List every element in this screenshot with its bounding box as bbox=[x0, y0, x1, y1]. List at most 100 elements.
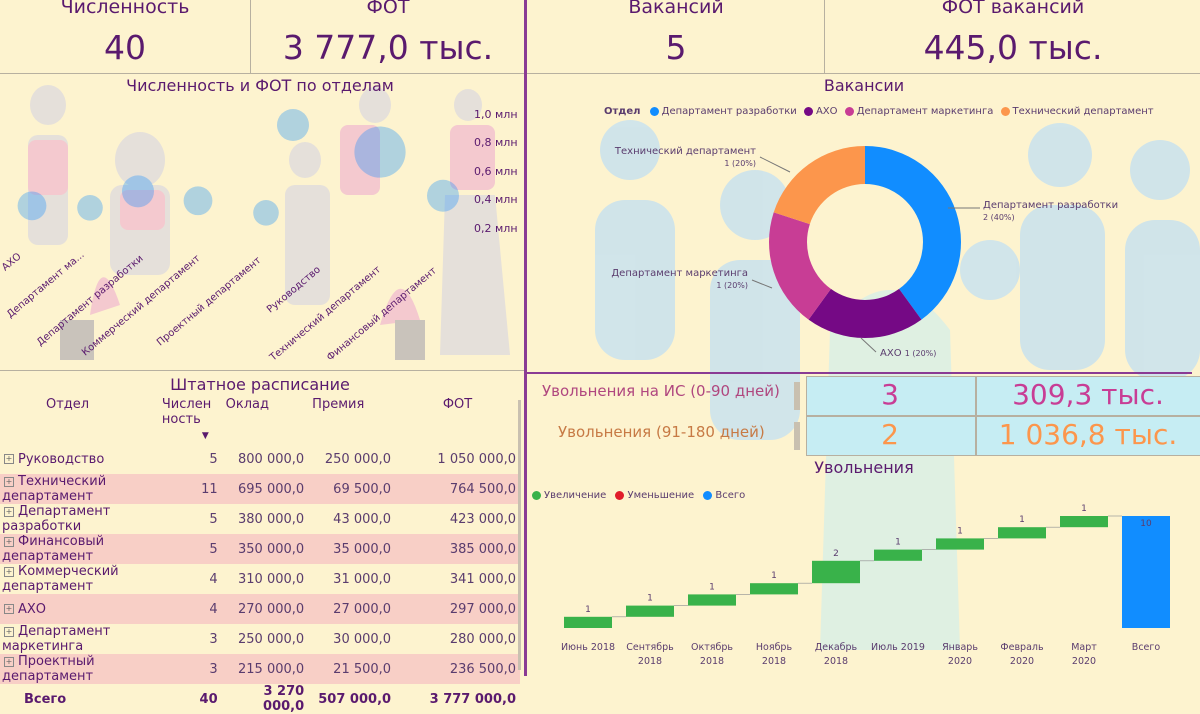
sort-desc-icon[interactable]: ▼ bbox=[201, 431, 209, 441]
waterfall-bar-8[interactable] bbox=[1060, 516, 1108, 528]
dept-cell: + Департамент разработки bbox=[0, 504, 158, 534]
expand-icon[interactable]: + bbox=[4, 656, 14, 667]
waterfall-bar-0[interactable] bbox=[564, 616, 612, 628]
table-row[interactable]: + Руководство 5 800 000,0 250 000,0 1 050 000… bbox=[0, 444, 520, 474]
bubble-4[interactable] bbox=[253, 200, 279, 226]
slice-label: Технический департамент bbox=[614, 146, 756, 157]
bubble-7[interactable] bbox=[427, 179, 459, 212]
dismissal-fot: 1 036,8 тыс. bbox=[998, 418, 1178, 451]
expand-icon[interactable]: + bbox=[4, 604, 14, 614]
expand-icon[interactable]: + bbox=[4, 506, 14, 517]
waterfall-bar-2[interactable] bbox=[688, 594, 736, 606]
bubble-1[interactable] bbox=[77, 195, 103, 221]
dept-name: Технический департамент bbox=[2, 474, 107, 504]
vacancies-label: Вакансий bbox=[628, 0, 724, 18]
slice-value: 1 (20%) bbox=[716, 281, 748, 290]
expand-icon[interactable]: + bbox=[4, 566, 14, 577]
bubble-5[interactable] bbox=[277, 109, 309, 141]
table-row[interactable]: + Проектный департамент 3 215 000,0 21 500,0… bbox=[0, 654, 520, 684]
dept-cell: + Руководство bbox=[0, 444, 158, 474]
salary-cell: 380 000,0 bbox=[238, 511, 305, 527]
bubble-6[interactable] bbox=[354, 126, 406, 178]
table-scrollbar[interactable] bbox=[518, 400, 521, 670]
table-row[interactable]: + Коммерческий департамент 4 310 000,0 31 00… bbox=[0, 564, 520, 594]
data-label: 1 bbox=[647, 594, 653, 604]
bubble-2[interactable] bbox=[122, 175, 154, 208]
col-header[interactable]: Оклад bbox=[225, 397, 269, 412]
dept-name: Департамент разработки bbox=[2, 504, 111, 534]
salary-cell: 270 000,0 bbox=[221, 594, 309, 624]
table-row[interactable]: + АХО 4 270 000,0 27 000,0 297 000,0 bbox=[0, 594, 520, 624]
expand-icon[interactable]: + bbox=[4, 536, 14, 547]
vacancies-legend: Отдел Департамент разработки АХО Департа… bbox=[604, 106, 1154, 117]
waterfall-bar-1[interactable] bbox=[626, 605, 674, 617]
donut-slice-3[interactable] bbox=[773, 146, 865, 225]
leader-line bbox=[759, 156, 791, 173]
bonus-cell: 250 000,0 bbox=[324, 451, 392, 467]
table-row[interactable]: + Технический департамент 11 695 000,0 69 50… bbox=[0, 474, 520, 504]
legend-dot bbox=[649, 106, 659, 116]
table-row[interactable]: + Финансовый департамент 5 350 000,0 35 000,… bbox=[0, 534, 520, 564]
legend-item: Департамент маркетинга bbox=[856, 106, 994, 117]
vacancies-chart-title: Вакансии bbox=[823, 76, 905, 95]
x-tick: АХО bbox=[0, 251, 24, 274]
col-header[interactable]: Числен ность ▼ bbox=[158, 395, 222, 444]
fot-cell: 1 050 000,0 bbox=[437, 451, 516, 467]
salary-cell: 350 000,0 bbox=[221, 534, 309, 564]
legend-dot bbox=[615, 490, 625, 500]
col-header[interactable]: ФОТ bbox=[442, 397, 473, 412]
total-bonus: 507 000,0 bbox=[318, 691, 392, 707]
table-row[interactable]: + Департамент маркетинга 3 250 000,0 30 000,… bbox=[0, 624, 520, 654]
divider bbox=[250, 0, 251, 73]
dismissal-count: 2 bbox=[881, 418, 899, 451]
fot-cell: 280 000,0 bbox=[449, 631, 516, 647]
donut-slice-1[interactable] bbox=[808, 288, 922, 339]
x-tick: Проектный департамент bbox=[155, 255, 264, 349]
bubble-3[interactable] bbox=[183, 186, 213, 216]
dept-cell: + Департамент маркетинга bbox=[0, 624, 158, 654]
legend-dot bbox=[1000, 106, 1010, 116]
waterfall-bar-9[interactable] bbox=[1122, 516, 1170, 628]
y-tick: 0,6 млн bbox=[474, 165, 518, 178]
expand-icon[interactable]: + bbox=[4, 626, 14, 637]
legend-dot bbox=[703, 490, 713, 500]
waterfall-bar-5[interactable] bbox=[874, 549, 922, 561]
expand-icon[interactable]: + bbox=[4, 454, 14, 464]
expand-icon[interactable]: + bbox=[4, 476, 14, 487]
y-tick: 0,2 млн bbox=[474, 222, 518, 235]
donut-slice-2[interactable] bbox=[769, 212, 831, 320]
headcount-value: 40 bbox=[104, 28, 146, 67]
dismissal-row-1: Увольнения на ИС (0-90 дней) 3 309,3 тыс… bbox=[528, 376, 1200, 416]
dept-bubble-chart bbox=[17, 109, 459, 226]
col-header[interactable]: Отдел bbox=[46, 397, 90, 412]
dismissal-fot-cell bbox=[976, 416, 1200, 456]
col-header-label: Числен ность bbox=[161, 397, 212, 427]
y-tick: 1,0 млн bbox=[474, 108, 518, 121]
x-tick-label: Октябрь 2018 bbox=[691, 642, 733, 667]
y-tick: 0,8 млн bbox=[474, 136, 518, 149]
data-label: 1 bbox=[1081, 504, 1087, 514]
slider-handle[interactable] bbox=[794, 382, 800, 410]
table-row[interactable]: + Департамент разработки 5 380 000,0 43 000,… bbox=[0, 504, 520, 534]
slider-handle[interactable] bbox=[794, 422, 800, 450]
waterfall-bar-4[interactable] bbox=[812, 560, 860, 584]
col-header[interactable]: Премия bbox=[312, 397, 365, 412]
waterfall-bar-3[interactable] bbox=[750, 583, 798, 595]
fot-cell: 764 500,0 bbox=[395, 474, 520, 504]
slice-value: 1 (20%) bbox=[905, 349, 937, 358]
fot-vacancies-value: 445,0 тыс. bbox=[923, 28, 1103, 67]
dismissal-label: Увольнения (91-180 дней) bbox=[558, 423, 765, 441]
data-label: 1 bbox=[895, 538, 901, 548]
bubble-0[interactable] bbox=[17, 191, 47, 221]
legend-dot bbox=[803, 106, 813, 116]
waterfall-bar-7[interactable] bbox=[998, 527, 1046, 539]
waterfall-bar-6[interactable] bbox=[936, 538, 984, 550]
salary-cell: 310 000,0 bbox=[238, 571, 305, 587]
divider bbox=[524, 0, 527, 676]
fot-cell: 236 500,0 bbox=[395, 654, 520, 684]
total-row: Всего 40 3 270 000,0 507 000,0 3 777 000,0 bbox=[0, 684, 520, 714]
count-cell: 5 bbox=[157, 534, 222, 564]
donut-slice-0[interactable] bbox=[865, 146, 961, 320]
headcount-label: Численность bbox=[60, 0, 190, 18]
dept-name: АХО bbox=[18, 601, 47, 617]
